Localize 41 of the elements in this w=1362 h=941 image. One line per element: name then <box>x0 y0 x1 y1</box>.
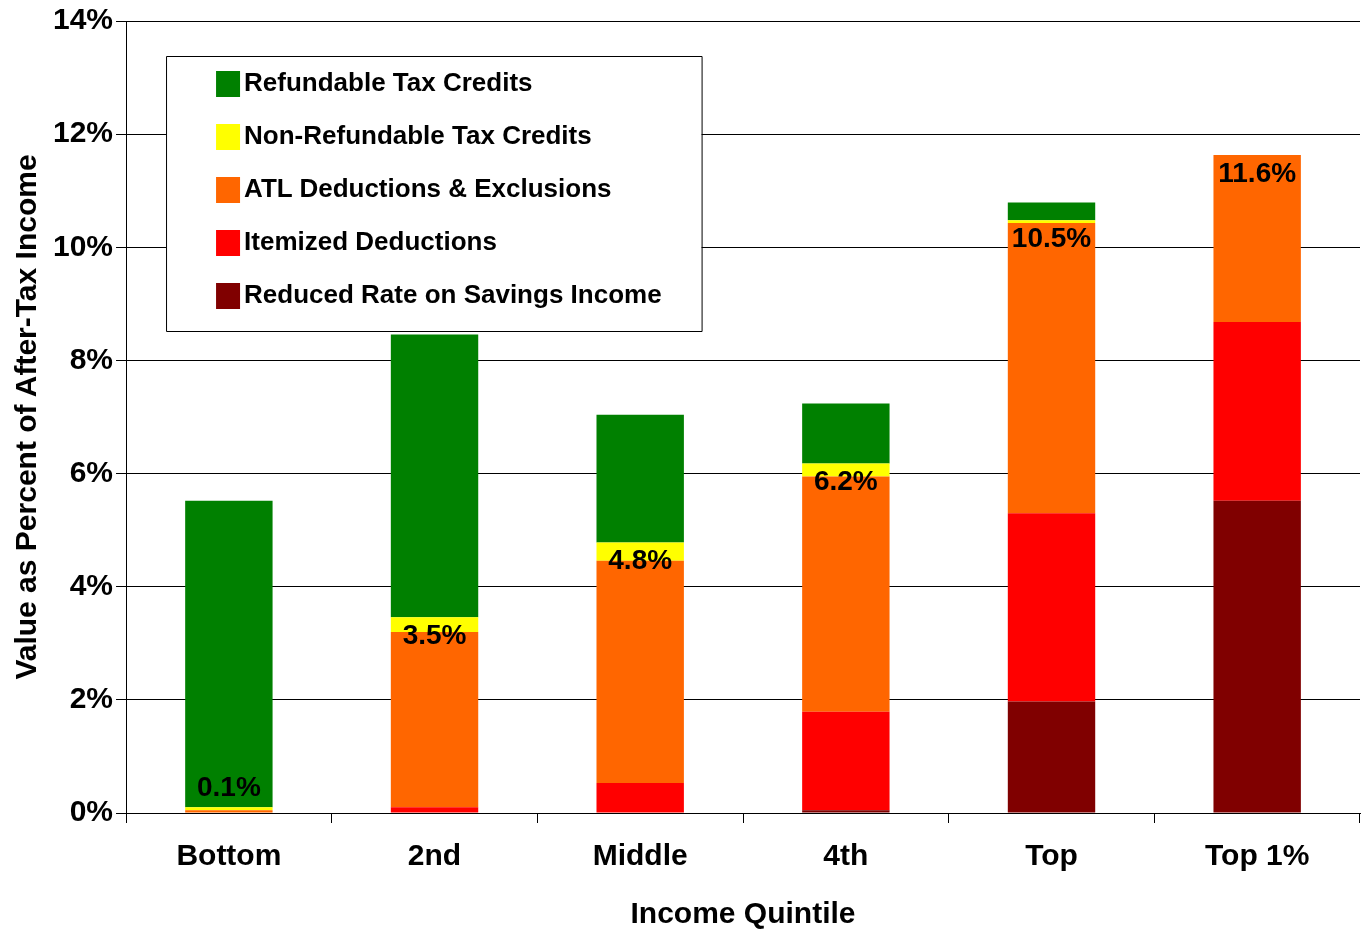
bar <box>1007 202 1096 221</box>
annotation: 0.1% <box>196 771 261 803</box>
legend-label: Non-Refundable Tax Credits <box>244 120 592 151</box>
y-tick-label: 12% <box>53 115 114 149</box>
bar <box>1007 513 1096 702</box>
bar <box>390 334 479 618</box>
x-axis-title: Income Quintile <box>630 896 856 930</box>
bar <box>1213 500 1301 813</box>
x-tick-label: Top <box>1025 838 1078 872</box>
x-tick-label: 2nd <box>407 838 462 872</box>
legend-label: Itemized Deductions <box>244 226 497 257</box>
legend-label: Reduced Rate on Savings Income <box>244 279 662 310</box>
bar <box>1213 321 1301 501</box>
x-tick-label: Middle <box>592 838 688 872</box>
bar <box>1007 222 1096 514</box>
y-tick-label: 14% <box>53 2 114 36</box>
bar <box>1007 701 1096 813</box>
y-tick-label: 2% <box>69 681 114 715</box>
bar <box>185 500 273 808</box>
bar <box>802 810 890 813</box>
y-axis-title: Value as Percent of After-Tax Income <box>9 154 43 680</box>
legend-label: ATL Deductions & Exclusions <box>244 173 612 204</box>
bar <box>1213 155 1301 322</box>
annotation: 4.8% <box>608 544 673 576</box>
bar <box>390 807 479 813</box>
x-tick-label: 4th <box>823 838 869 872</box>
bar <box>596 783 684 813</box>
y-tick-label: 4% <box>69 567 114 601</box>
x-tick-label: Top 1% <box>1204 838 1310 872</box>
y-tick-label: 10% <box>53 228 114 262</box>
y-tick-label: 6% <box>69 454 114 488</box>
annotation: 11.6% <box>1218 156 1297 188</box>
annotation: 10.5% <box>1011 221 1092 253</box>
legend-label: Refundable Tax Credits <box>244 67 533 98</box>
bar <box>1007 220 1096 223</box>
bar <box>802 711 890 811</box>
bar <box>802 403 890 464</box>
y-tick-label: 8% <box>69 341 114 375</box>
x-tick-label: Bottom <box>176 838 282 872</box>
y-tick-label: 0% <box>69 794 114 828</box>
bar <box>596 414 684 543</box>
